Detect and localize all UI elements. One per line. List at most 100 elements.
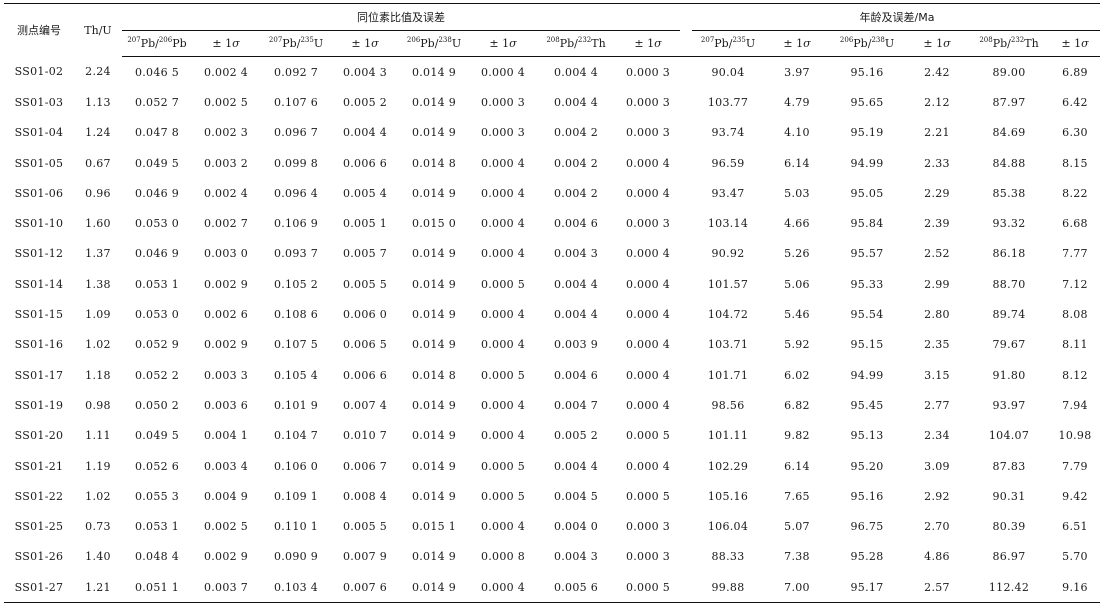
value-cell: 0.000 5 xyxy=(480,489,526,503)
value-cell: 1.19 xyxy=(85,459,111,473)
gap-cell xyxy=(680,239,692,269)
value-cell: 0.003 7 xyxy=(192,572,260,603)
value-cell: 95.15 xyxy=(850,338,884,352)
value-cell: 1.60 xyxy=(85,217,111,231)
value-cell: 1.40 xyxy=(85,550,111,564)
value-cell: 5.70 xyxy=(1062,550,1088,564)
value-cell: 0.004 2 xyxy=(553,156,599,170)
value-cell: 0.006 7 xyxy=(342,459,388,473)
value-cell: 0.003 6 xyxy=(203,398,249,412)
value-cell: 0.98 xyxy=(85,398,111,412)
value-cell: 2.92 xyxy=(924,489,950,503)
value-cell: 0.004 6 xyxy=(553,217,599,231)
value-cell: 0.046 9 xyxy=(134,186,180,200)
value-cell: 6.89 xyxy=(1062,65,1088,79)
value-cell: 103.77 xyxy=(707,95,749,109)
gap-cell xyxy=(680,481,692,511)
value-cell: 88.70 xyxy=(992,277,1026,291)
value-cell: 6.51 xyxy=(1062,520,1088,534)
value-cell: 0.107 6 xyxy=(273,95,319,109)
table-row: SS01-20 1.11 0.049 5 0.004 1 0.104 7 0.010 7 0… xyxy=(4,421,1100,451)
value-cell: 1.21 xyxy=(74,572,122,603)
value-cell: 95.45 xyxy=(850,398,884,412)
value-cell: 95.84 xyxy=(850,217,884,231)
value-cell: 3.97 xyxy=(784,65,810,79)
value-cell: 0.015 1 xyxy=(411,520,457,534)
value-cell: 0.099 8 xyxy=(273,156,319,170)
value-cell: 0.000 3 xyxy=(625,550,671,564)
point-id-cell: SS01-10 xyxy=(14,217,64,231)
value-cell: 0.000 4 xyxy=(625,368,671,382)
value-cell: 95.33 xyxy=(850,277,884,291)
value-cell: 0.006 6 xyxy=(342,368,388,382)
value-cell: 0.002 9 xyxy=(203,277,249,291)
header-sigma-col: ± 1σ xyxy=(904,30,970,57)
value-cell: 0.004 3 xyxy=(553,247,599,261)
value-cell: 3.15 xyxy=(924,368,950,382)
value-cell: 96.59 xyxy=(711,156,745,170)
value-cell: 0.004 3 xyxy=(342,65,388,79)
value-cell: 2.77 xyxy=(924,398,950,412)
value-cell: 0.096 7 xyxy=(273,126,319,140)
value-cell: 7.38 xyxy=(784,550,810,564)
table-row: SS01-17 1.18 0.052 2 0.003 3 0.105 4 0.006 6 0… xyxy=(4,360,1100,390)
value-cell: 95.57 xyxy=(850,247,884,261)
value-cell: 0.003 2 xyxy=(203,156,249,170)
value-cell: 0.004 3 xyxy=(553,550,599,564)
value-cell: 93.47 xyxy=(711,186,745,200)
table-row: SS01-21 1.19 0.052 6 0.003 4 0.106 0 0.006 7 0… xyxy=(4,451,1100,481)
value-cell: 2.12 xyxy=(924,95,950,109)
value-cell: 0.014 9 xyxy=(411,126,457,140)
value-cell: 0.000 4 xyxy=(625,338,671,352)
value-cell: 0.006 6 xyxy=(342,156,388,170)
value-cell: 0.004 2 xyxy=(553,186,599,200)
table-row: SS01-05 0.67 0.049 5 0.003 2 0.099 8 0.006 6 0… xyxy=(4,148,1100,178)
value-cell: 0.000 4 xyxy=(480,156,526,170)
value-cell: 0.093 7 xyxy=(273,247,319,261)
point-id-cell: SS01-12 xyxy=(14,247,64,261)
gap-cell xyxy=(680,208,692,238)
value-cell: 7.94 xyxy=(1062,398,1088,412)
value-cell: 0.67 xyxy=(85,156,111,170)
gap-cell xyxy=(680,118,692,148)
value-cell: 1.13 xyxy=(85,95,111,109)
value-cell: 0.004 9 xyxy=(203,489,249,503)
value-cell: 0.014 9 xyxy=(411,550,457,564)
value-cell: 84.69 xyxy=(992,126,1026,140)
value-cell: 0.000 4 xyxy=(625,156,671,170)
value-cell: 95.17 xyxy=(830,572,904,603)
value-cell: 0.053 1 xyxy=(134,520,180,534)
value-cell: 5.26 xyxy=(784,247,810,261)
value-cell: 94.99 xyxy=(850,368,884,382)
value-cell: 0.047 8 xyxy=(134,126,180,140)
header-ratio-col: 207Pb/206Pb xyxy=(122,30,192,57)
value-cell: 1.11 xyxy=(85,429,111,443)
value-cell: 0.004 4 xyxy=(553,95,599,109)
header-sigma-col: ± 1σ xyxy=(1048,30,1100,57)
header-sigma-col: ± 1σ xyxy=(470,30,536,57)
value-cell: 0.014 9 xyxy=(411,95,457,109)
value-cell: 0.002 6 xyxy=(203,308,249,322)
value-cell: 79.67 xyxy=(992,338,1026,352)
value-cell: 0.000 4 xyxy=(480,217,526,231)
value-cell: 0.051 1 xyxy=(122,572,192,603)
header-sigma-col: ± 1σ xyxy=(764,30,830,57)
point-id-cell: SS01-06 xyxy=(14,186,64,200)
header-ratio-col: 207Pb/235U xyxy=(260,30,332,57)
value-cell: 104.72 xyxy=(707,308,749,322)
value-cell: 0.002 9 xyxy=(203,550,249,564)
value-cell: 0.96 xyxy=(85,186,111,200)
value-cell: 0.003 3 xyxy=(203,368,249,382)
header-ratio-col: 206Pb/238U xyxy=(830,30,904,57)
header-ratio-col: 208Pb/232Th xyxy=(970,30,1048,57)
value-cell: 2.39 xyxy=(924,217,950,231)
value-cell: 95.65 xyxy=(850,95,884,109)
value-cell: 0.014 9 xyxy=(411,247,457,261)
value-cell: 0.000 4 xyxy=(625,186,671,200)
value-cell: 0.000 3 xyxy=(625,520,671,534)
value-cell: 0.000 4 xyxy=(480,65,526,79)
value-cell: 85.38 xyxy=(992,186,1026,200)
value-cell: 7.12 xyxy=(1062,277,1088,291)
gap-cell xyxy=(680,330,692,360)
value-cell: 0.108 6 xyxy=(273,308,319,322)
